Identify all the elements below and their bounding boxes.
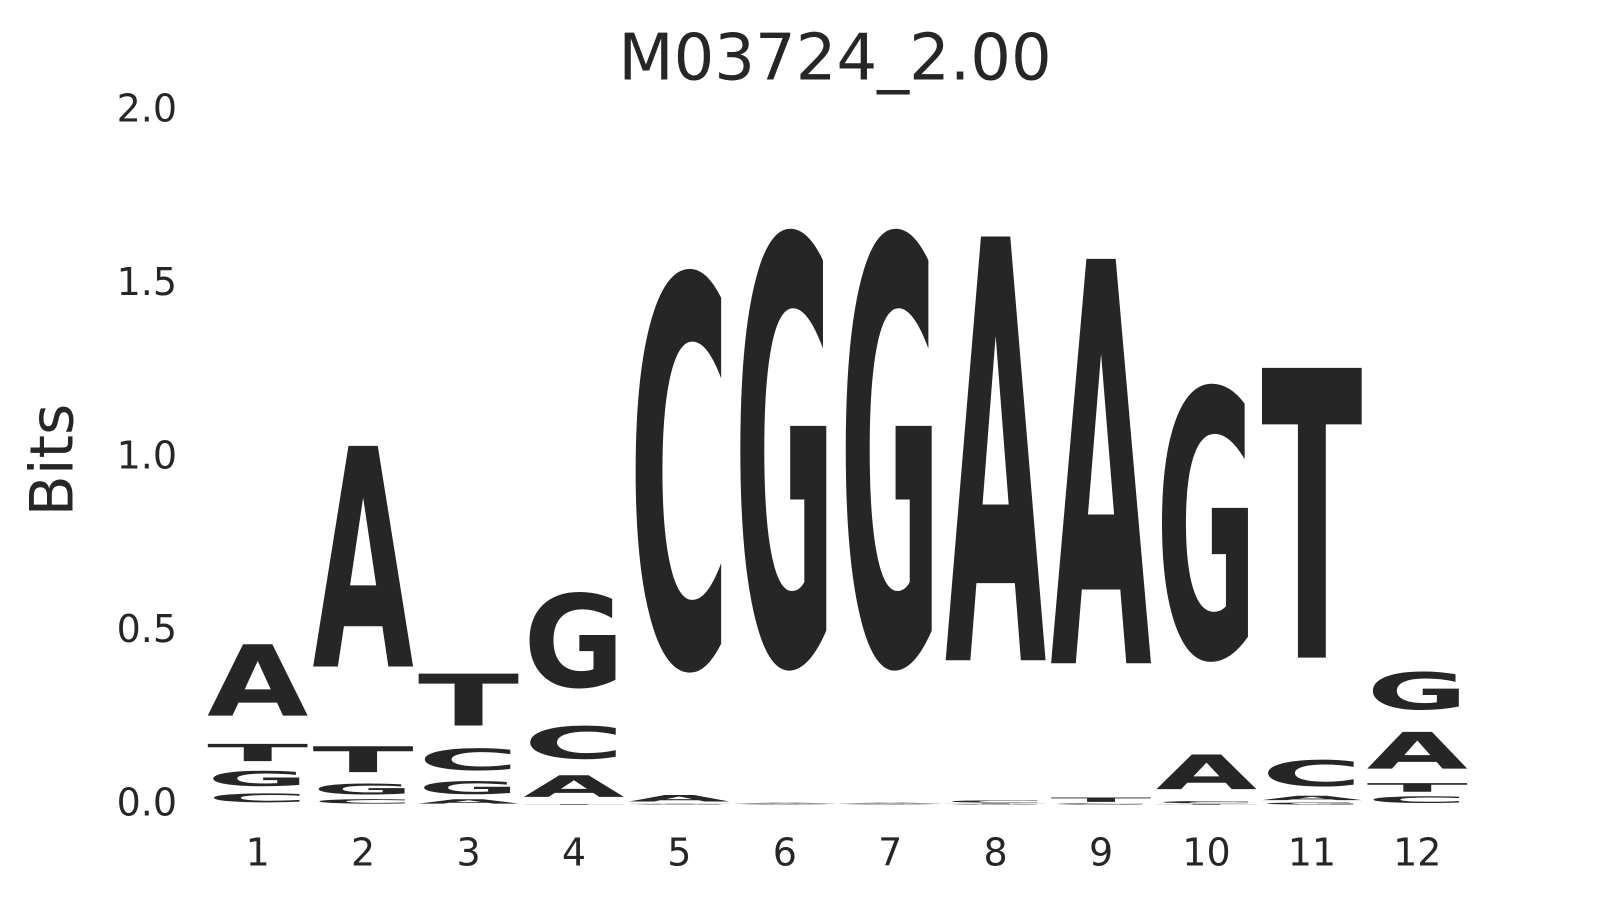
x-tick-label: 4 xyxy=(562,831,586,875)
x-tick-label: 7 xyxy=(878,831,902,875)
logo-letter: T xyxy=(734,804,835,805)
logo-letter: T xyxy=(840,804,941,805)
logo-letter: G xyxy=(207,767,308,791)
logo-letter: G xyxy=(1156,315,1257,744)
x-tick-label: 9 xyxy=(1089,831,1113,875)
logo-letter: A xyxy=(418,798,520,805)
logo-letter: C xyxy=(734,804,835,805)
logo-letter: T xyxy=(207,739,308,767)
logo-letter: T xyxy=(1367,781,1468,795)
logo-letter: G xyxy=(840,120,941,801)
logo-letter: C xyxy=(523,718,624,770)
x-tick-label: 5 xyxy=(667,831,691,875)
logo-letter: C xyxy=(418,742,519,777)
x-tick-label: 12 xyxy=(1393,831,1441,875)
logo-letter: C xyxy=(1367,795,1468,805)
x-tick-label: 3 xyxy=(456,831,480,875)
logo-letter: A xyxy=(629,793,731,803)
logo-letter: G xyxy=(945,804,1046,805)
y-tick-label: 2.0 xyxy=(117,87,177,131)
logo-letter: C xyxy=(1050,803,1151,804)
logo-letter: A xyxy=(945,122,1047,798)
logo-letter: A xyxy=(734,803,836,804)
y-tick-label: 0.5 xyxy=(117,607,177,651)
logo-letter: C xyxy=(1261,753,1362,794)
logo-letter: T xyxy=(1156,804,1257,805)
logo-letter: T xyxy=(523,804,624,805)
logo-letter: T xyxy=(629,804,730,805)
logo-letter: A xyxy=(1261,795,1363,802)
logo-letter: A xyxy=(840,803,942,804)
logo-letter: T xyxy=(1261,289,1363,751)
logo-letter: G xyxy=(734,120,835,801)
x-tick-label: 2 xyxy=(351,831,375,875)
x-tick-label: 8 xyxy=(984,831,1008,875)
logo-letter: A xyxy=(1050,150,1152,796)
logo-letter: A xyxy=(313,386,414,738)
x-tick-label: 1 xyxy=(246,831,270,875)
x-tick-label: 6 xyxy=(773,831,797,875)
chart-title: M03724_2.00 xyxy=(618,22,1051,96)
logo-letter: T xyxy=(313,740,414,781)
y-tick-label: 1.5 xyxy=(117,260,177,304)
logo-letter: G xyxy=(313,781,414,798)
logo-letter: C xyxy=(313,798,414,805)
logo-letter: G xyxy=(523,569,624,717)
logo-letter: G xyxy=(1261,802,1362,805)
logo-letter: A xyxy=(1156,746,1257,801)
logo-letter: T xyxy=(418,660,519,743)
logo-letter: C xyxy=(840,804,941,805)
y-tick-label: 1.0 xyxy=(117,434,177,478)
y-tick-label: 0.0 xyxy=(117,781,177,825)
logo-letter: C xyxy=(1156,800,1257,803)
logo-letter: G xyxy=(1050,804,1151,805)
logo-letter: C xyxy=(207,791,308,805)
logo-letter: G xyxy=(629,804,730,805)
y-axis-label: Bits xyxy=(18,404,88,517)
logo-letter: C xyxy=(629,169,730,791)
logo-letter: A xyxy=(1367,722,1469,781)
logo-letter: A xyxy=(523,770,624,804)
logo-letter: G xyxy=(1367,664,1468,722)
x-tick-label: 10 xyxy=(1182,831,1230,875)
logo-letter: A xyxy=(207,626,308,740)
logo-letter: T xyxy=(1050,796,1152,803)
x-tick-label: 11 xyxy=(1288,831,1336,875)
logo-letter: C xyxy=(945,800,1046,803)
logo-letter: G xyxy=(418,777,519,798)
logo-letter: T xyxy=(945,803,1046,804)
